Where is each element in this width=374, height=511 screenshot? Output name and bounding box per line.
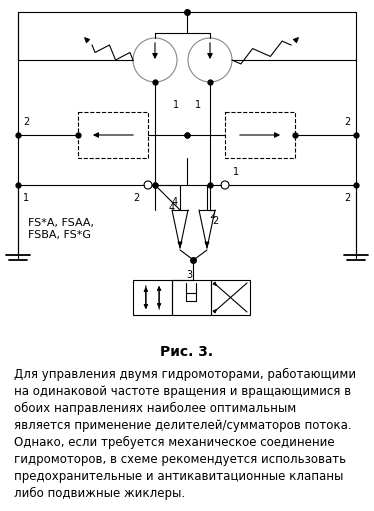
Bar (78, 112, 148, 158)
Text: 2: 2 (212, 216, 218, 226)
Text: Для управления двумя гидромоторами, работающими
на одинаковой частоте вращения и: Для управления двумя гидромоторами, рабо… (14, 368, 356, 500)
Text: 3: 3 (186, 270, 193, 280)
Bar (211, 280, 250, 315)
Text: 1: 1 (23, 193, 29, 203)
Text: 2: 2 (345, 117, 351, 127)
Bar (225, 112, 295, 158)
Text: 1: 1 (173, 100, 179, 110)
Bar (187, 293, 196, 301)
Text: 2: 2 (134, 193, 140, 203)
Bar (133, 280, 172, 315)
Text: 1: 1 (233, 167, 239, 177)
Text: 4: 4 (169, 203, 175, 213)
Text: Рис. 3.: Рис. 3. (160, 345, 214, 359)
Text: FS*A, FSAA,
FSBA, FS*G: FS*A, FSAA, FSBA, FS*G (28, 218, 94, 240)
Text: 1: 1 (195, 100, 201, 110)
Text: 2: 2 (345, 193, 351, 203)
Text: 2: 2 (209, 210, 215, 220)
Text: 2: 2 (23, 117, 29, 127)
Bar (172, 280, 211, 315)
Text: 4: 4 (172, 197, 178, 207)
